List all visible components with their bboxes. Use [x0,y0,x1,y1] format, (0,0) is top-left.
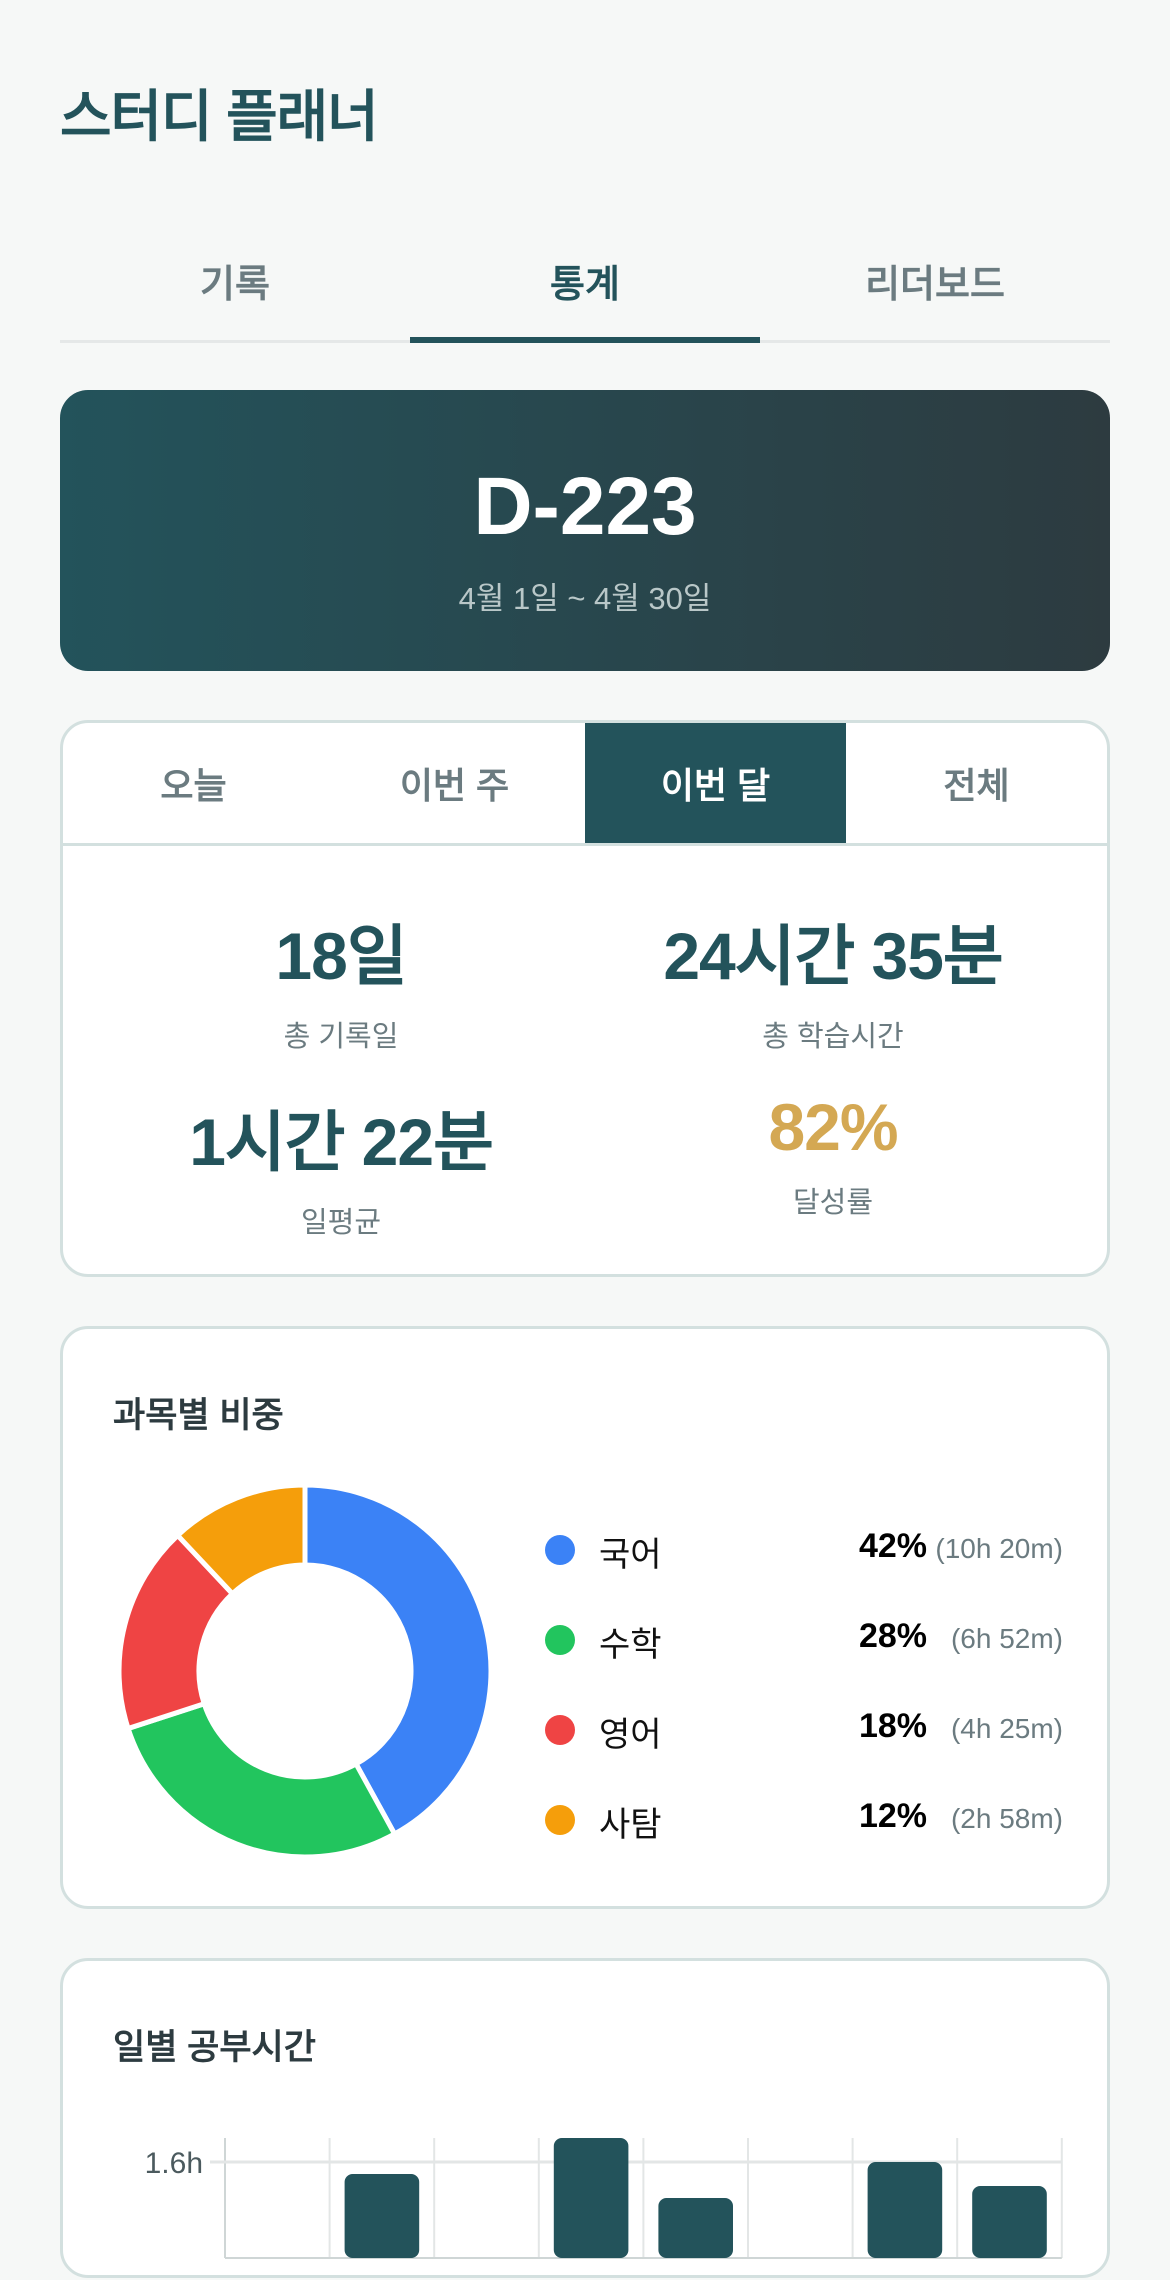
stat-label: 총 기록일 [283,1021,399,1053]
donut-slice-2 [124,1700,399,1860]
stat-label: 총 학습시간 [762,1021,904,1053]
card-title: 과목별 비중 [113,1396,284,1435]
page-title: 스터디 플래너 [60,85,379,148]
legend-name: 수학 [599,1626,662,1664]
period-tab-all[interactable]: 전체 [943,765,1010,806]
stat-value: 1시간 22분 [189,1105,494,1179]
bar-8 [972,2186,1047,2258]
legend-dot [545,1715,575,1745]
legend-item: 영어 18% (4h 25m) [63,1699,1113,1759]
legend-dot [545,1625,575,1655]
donut-slice-1 [302,1482,494,1838]
stat-total-days: 18일 총 기록일 [91,903,591,1055]
legend-time: (6h 52m) [950,1623,1063,1654]
legend-dot [545,1805,575,1835]
stat-value: 24시간 35분 [663,919,1003,993]
bar-4 [553,2138,629,2258]
y-tick-label: 1.6h [145,2147,203,2180]
stats-card: 오늘 이번 주 이번 달 전체 18일 총 기록일 24시간 35분 총 학습시… [60,720,1110,1277]
main-tabs: 기록 통계 리더보드 [60,220,1110,343]
dday-count: D-223 [473,461,697,552]
legend-percent: 12% [858,1797,927,1835]
legend-item: 사탐 12% (2h 58m) [63,1789,1113,1849]
donut-slice-3 [116,1531,236,1732]
legend-dot [545,1535,575,1565]
tab-records[interactable]: 기록 [200,263,270,306]
legend-percent: 28% [858,1617,927,1655]
legend-percent: 18% [858,1707,927,1745]
stat-label: 달성률 [792,1187,874,1219]
legend-name: 사탐 [599,1806,662,1844]
bar-7 [867,2162,943,2258]
card-title: 일별 공부시간 [113,2028,316,2067]
stat-value: 18일 [275,919,407,993]
period-tab-week[interactable]: 이번 주 [399,765,510,806]
bar-2 [344,2174,420,2258]
dday-range: 4월 1일 ~ 4월 30일 [458,581,712,616]
legend-name: 영어 [599,1716,662,1754]
stat-total-time: 24시간 35분 총 학습시간 [583,903,1083,1055]
period-tab-month[interactable]: 이번 달 [585,723,846,843]
tab-leaderboard[interactable]: 리더보드 [865,263,1005,306]
donut-slice-4 [174,1482,308,1598]
stat-label: 일평균 [300,1207,382,1239]
period-tabs: 오늘 이번 주 이번 달 전체 [63,723,1107,846]
legend-percent: 42% [858,1527,927,1565]
bar-5 [658,2198,733,2258]
stat-value: 82% [768,1090,898,1164]
daily-study-card: 일별 공부시간 1.6h [60,1958,1110,2278]
subject-share-card: 과목별 비중 국어 42% (10h 20m) 수학 28% (6h 52m) … [60,1326,1110,1909]
legend-time: (4h 25m) [950,1713,1063,1744]
dday-banner: D-223 4월 1일 ~ 4월 30일 [60,390,1110,671]
stat-daily-average: 1시간 22분 일평균 [91,1089,591,1241]
stat-achievement: 82% 달성률 [583,1089,1083,1221]
donut-chart [116,1482,494,1860]
period-tab-today[interactable]: 오늘 [160,765,227,806]
legend-time: (10h 20m) [935,1533,1063,1564]
legend-item: 수학 28% (6h 52m) [63,1609,1113,1669]
bar-chart: 1.6h [145,2138,1063,2259]
legend-time: (2h 58m) [950,1803,1063,1834]
legend-name: 국어 [599,1536,662,1574]
legend-item: 국어 42% (10h 20m) [63,1519,1113,1579]
tab-stats[interactable]: 통계 [410,220,760,343]
